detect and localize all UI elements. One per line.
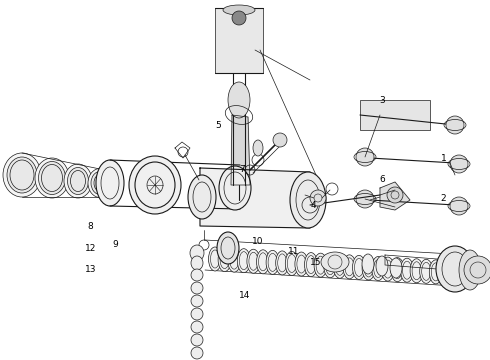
Circle shape [273, 133, 287, 147]
Ellipse shape [191, 295, 203, 307]
Ellipse shape [321, 252, 349, 272]
Ellipse shape [314, 253, 327, 277]
Text: 8: 8 [88, 222, 94, 231]
Ellipse shape [68, 167, 89, 194]
Text: 13: 13 [85, 266, 97, 274]
Bar [360, 100, 430, 130]
Text: 10: 10 [251, 237, 263, 246]
Circle shape [356, 148, 374, 166]
Text: 9: 9 [112, 240, 118, 249]
Text: 12: 12 [85, 244, 97, 253]
Ellipse shape [362, 256, 375, 280]
Ellipse shape [190, 245, 204, 261]
Ellipse shape [324, 254, 337, 278]
Ellipse shape [439, 260, 452, 284]
Ellipse shape [420, 259, 433, 283]
Polygon shape [380, 182, 410, 210]
Circle shape [450, 197, 468, 215]
Ellipse shape [7, 157, 37, 193]
Ellipse shape [223, 5, 255, 15]
Ellipse shape [217, 232, 239, 264]
Ellipse shape [343, 255, 356, 279]
Ellipse shape [96, 160, 124, 206]
Ellipse shape [35, 158, 69, 198]
Ellipse shape [228, 82, 250, 118]
Ellipse shape [362, 254, 374, 274]
Ellipse shape [391, 258, 404, 282]
Text: 7: 7 [240, 165, 245, 174]
Ellipse shape [191, 308, 203, 320]
Circle shape [387, 187, 403, 203]
Ellipse shape [372, 257, 385, 280]
Circle shape [446, 116, 464, 134]
Ellipse shape [459, 250, 481, 290]
Text: 3: 3 [379, 96, 385, 105]
Circle shape [356, 190, 374, 208]
Text: 14: 14 [239, 291, 251, 300]
Ellipse shape [39, 162, 66, 194]
Ellipse shape [191, 321, 203, 333]
Ellipse shape [228, 248, 241, 272]
Ellipse shape [256, 250, 270, 274]
Ellipse shape [247, 249, 260, 273]
Ellipse shape [191, 269, 203, 281]
Ellipse shape [295, 252, 308, 276]
Text: 2: 2 [441, 194, 446, 202]
Ellipse shape [129, 156, 181, 214]
Ellipse shape [304, 253, 318, 276]
Ellipse shape [410, 259, 423, 283]
Ellipse shape [219, 166, 251, 210]
Ellipse shape [237, 249, 250, 273]
Ellipse shape [376, 256, 388, 276]
Ellipse shape [290, 172, 326, 228]
Text: 6: 6 [379, 175, 385, 184]
Text: 4: 4 [311, 201, 317, 210]
Ellipse shape [64, 164, 92, 198]
Ellipse shape [266, 250, 279, 274]
Ellipse shape [218, 248, 231, 271]
Ellipse shape [191, 334, 203, 346]
Ellipse shape [276, 251, 289, 275]
Ellipse shape [191, 282, 203, 294]
Ellipse shape [253, 140, 263, 156]
Ellipse shape [3, 153, 41, 197]
Polygon shape [231, 115, 250, 185]
Polygon shape [200, 168, 310, 228]
Ellipse shape [191, 347, 203, 359]
Text: 15: 15 [310, 258, 322, 267]
Text: 11: 11 [288, 247, 300, 256]
Circle shape [450, 155, 468, 173]
Ellipse shape [381, 257, 394, 281]
Text: 5: 5 [215, 122, 221, 130]
Ellipse shape [352, 255, 366, 279]
Ellipse shape [91, 171, 109, 194]
Ellipse shape [88, 168, 112, 198]
Circle shape [232, 11, 246, 25]
Ellipse shape [448, 261, 462, 285]
Ellipse shape [209, 247, 221, 271]
Bar [215, 8, 263, 73]
Ellipse shape [333, 254, 346, 278]
Ellipse shape [429, 260, 442, 284]
Circle shape [464, 256, 490, 284]
Ellipse shape [390, 258, 402, 278]
Ellipse shape [436, 246, 474, 292]
Text: 1: 1 [441, 154, 446, 163]
Ellipse shape [188, 175, 216, 219]
Ellipse shape [191, 256, 203, 270]
Ellipse shape [400, 258, 414, 282]
Ellipse shape [285, 252, 298, 275]
Circle shape [310, 190, 326, 206]
